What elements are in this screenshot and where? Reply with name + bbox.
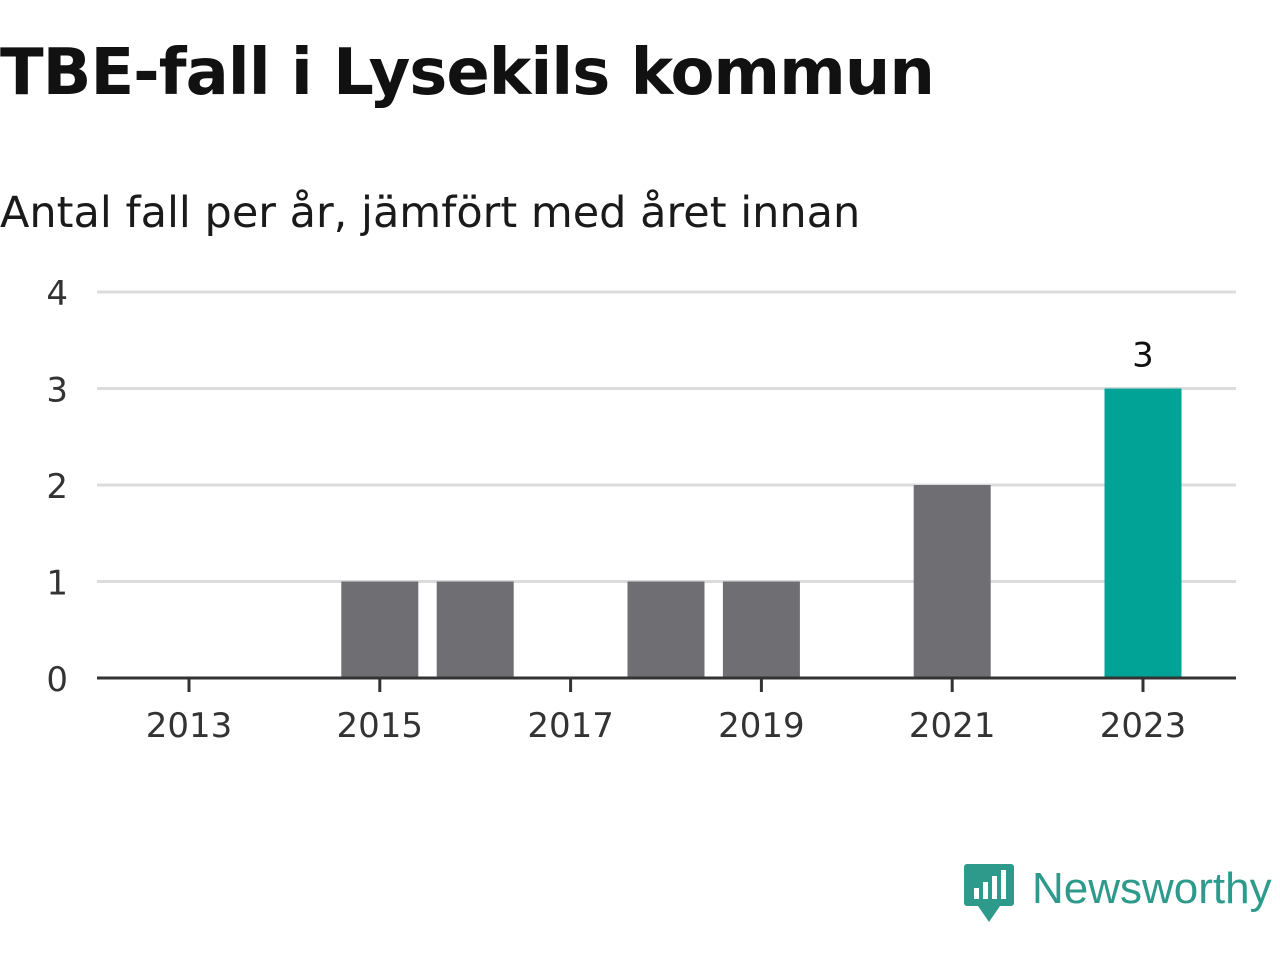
x-tick-label: 2015	[337, 706, 424, 746]
brand-name: Newsworthy	[1032, 864, 1272, 913]
bar-2021	[913, 485, 991, 678]
y-tick-label: 3	[46, 371, 68, 411]
bar-2016	[436, 581, 514, 678]
bar-chart: 0 1 2 3 4 3 2013 2015 2017 2019 2021 2023	[46, 274, 1236, 746]
chart-subtitle: Antal fall per år, jämfört med året inna…	[0, 188, 861, 238]
x-tick-label: 2019	[718, 706, 805, 746]
bar-2023	[1104, 388, 1182, 678]
x-tick-label: 2021	[909, 706, 996, 746]
x-tick-label: 2023	[1100, 706, 1187, 746]
y-tick-label: 2	[46, 467, 68, 507]
y-tick-label: 1	[46, 564, 68, 604]
data-label: 3	[1132, 336, 1154, 376]
newsworthy-logo-icon	[964, 864, 1014, 922]
chart-title: TBE-fall i Lysekils kommun	[0, 36, 935, 110]
bar-2015	[341, 581, 419, 678]
x-tick-label: 2013	[146, 706, 233, 746]
y-tick-label: 4	[46, 274, 68, 314]
brand-logo: Newsworthy	[964, 862, 1272, 926]
bar-2018	[627, 581, 705, 678]
x-tick-label: 2017	[527, 706, 614, 746]
bar-2019	[722, 581, 800, 678]
y-tick-label: 0	[46, 660, 68, 700]
